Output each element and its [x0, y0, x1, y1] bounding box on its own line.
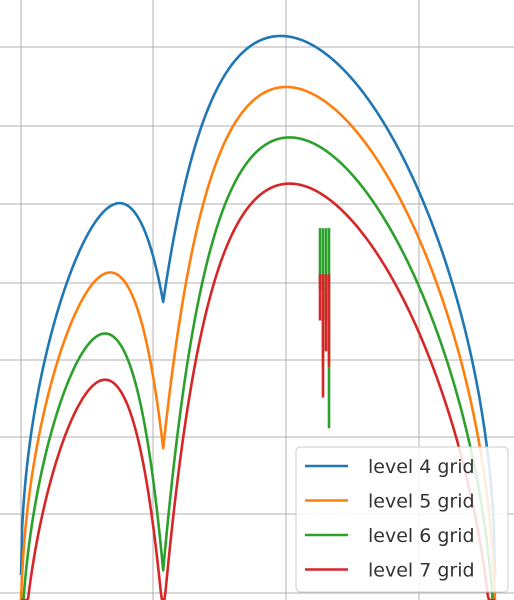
- series-lines: [19, 34, 497, 600]
- series-line: [20, 136, 496, 600]
- legend-label: level 4 grid: [368, 456, 475, 478]
- series-7: [20, 182, 496, 600]
- legend: level 4 grid level 5 grid level 6 grid leve…: [295, 446, 509, 593]
- legend-box: [295, 446, 509, 593]
- series-4: [19, 34, 497, 576]
- series-line: [19, 85, 497, 600]
- series-5: [19, 85, 497, 600]
- series-line: [20, 182, 496, 600]
- legend-label: level 7 grid: [368, 560, 475, 582]
- series-line: [19, 34, 497, 576]
- legend-label: level 6 grid: [368, 525, 475, 547]
- legend-label: level 5 grid: [368, 491, 475, 513]
